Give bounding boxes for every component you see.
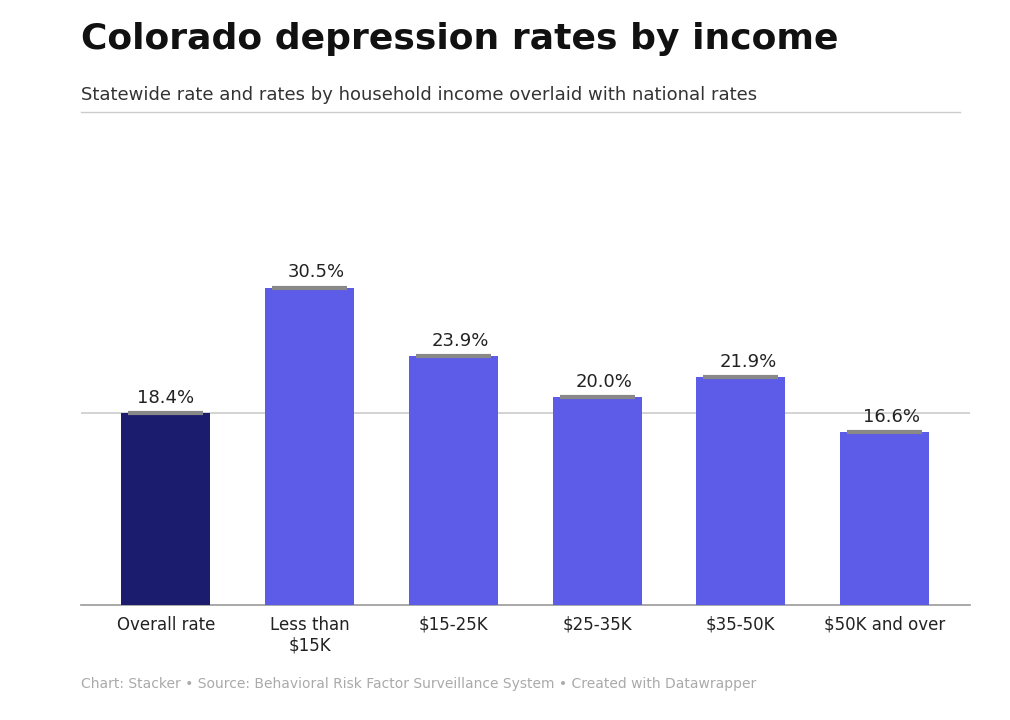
Text: 20.0%: 20.0%	[576, 372, 632, 390]
Bar	[696, 377, 786, 605]
Text: 21.9%: 21.9%	[719, 353, 777, 371]
Bar	[121, 413, 210, 605]
Text: Statewide rate and rates by household income overlaid with national rates: Statewide rate and rates by household in…	[81, 86, 756, 104]
Text: 18.4%: 18.4%	[137, 390, 194, 408]
Text: 30.5%: 30.5%	[288, 264, 345, 282]
Text: Colorado depression rates by income: Colorado depression rates by income	[81, 22, 838, 55]
Bar	[265, 287, 355, 605]
Bar	[552, 397, 641, 605]
Text: 16.6%: 16.6%	[864, 408, 920, 426]
Bar	[409, 356, 498, 605]
Bar	[840, 432, 929, 605]
Text: 23.9%: 23.9%	[432, 332, 489, 350]
Text: Chart: Stacker • Source: Behavioral Risk Factor Surveillance System • Created wi: Chart: Stacker • Source: Behavioral Risk…	[81, 678, 756, 691]
